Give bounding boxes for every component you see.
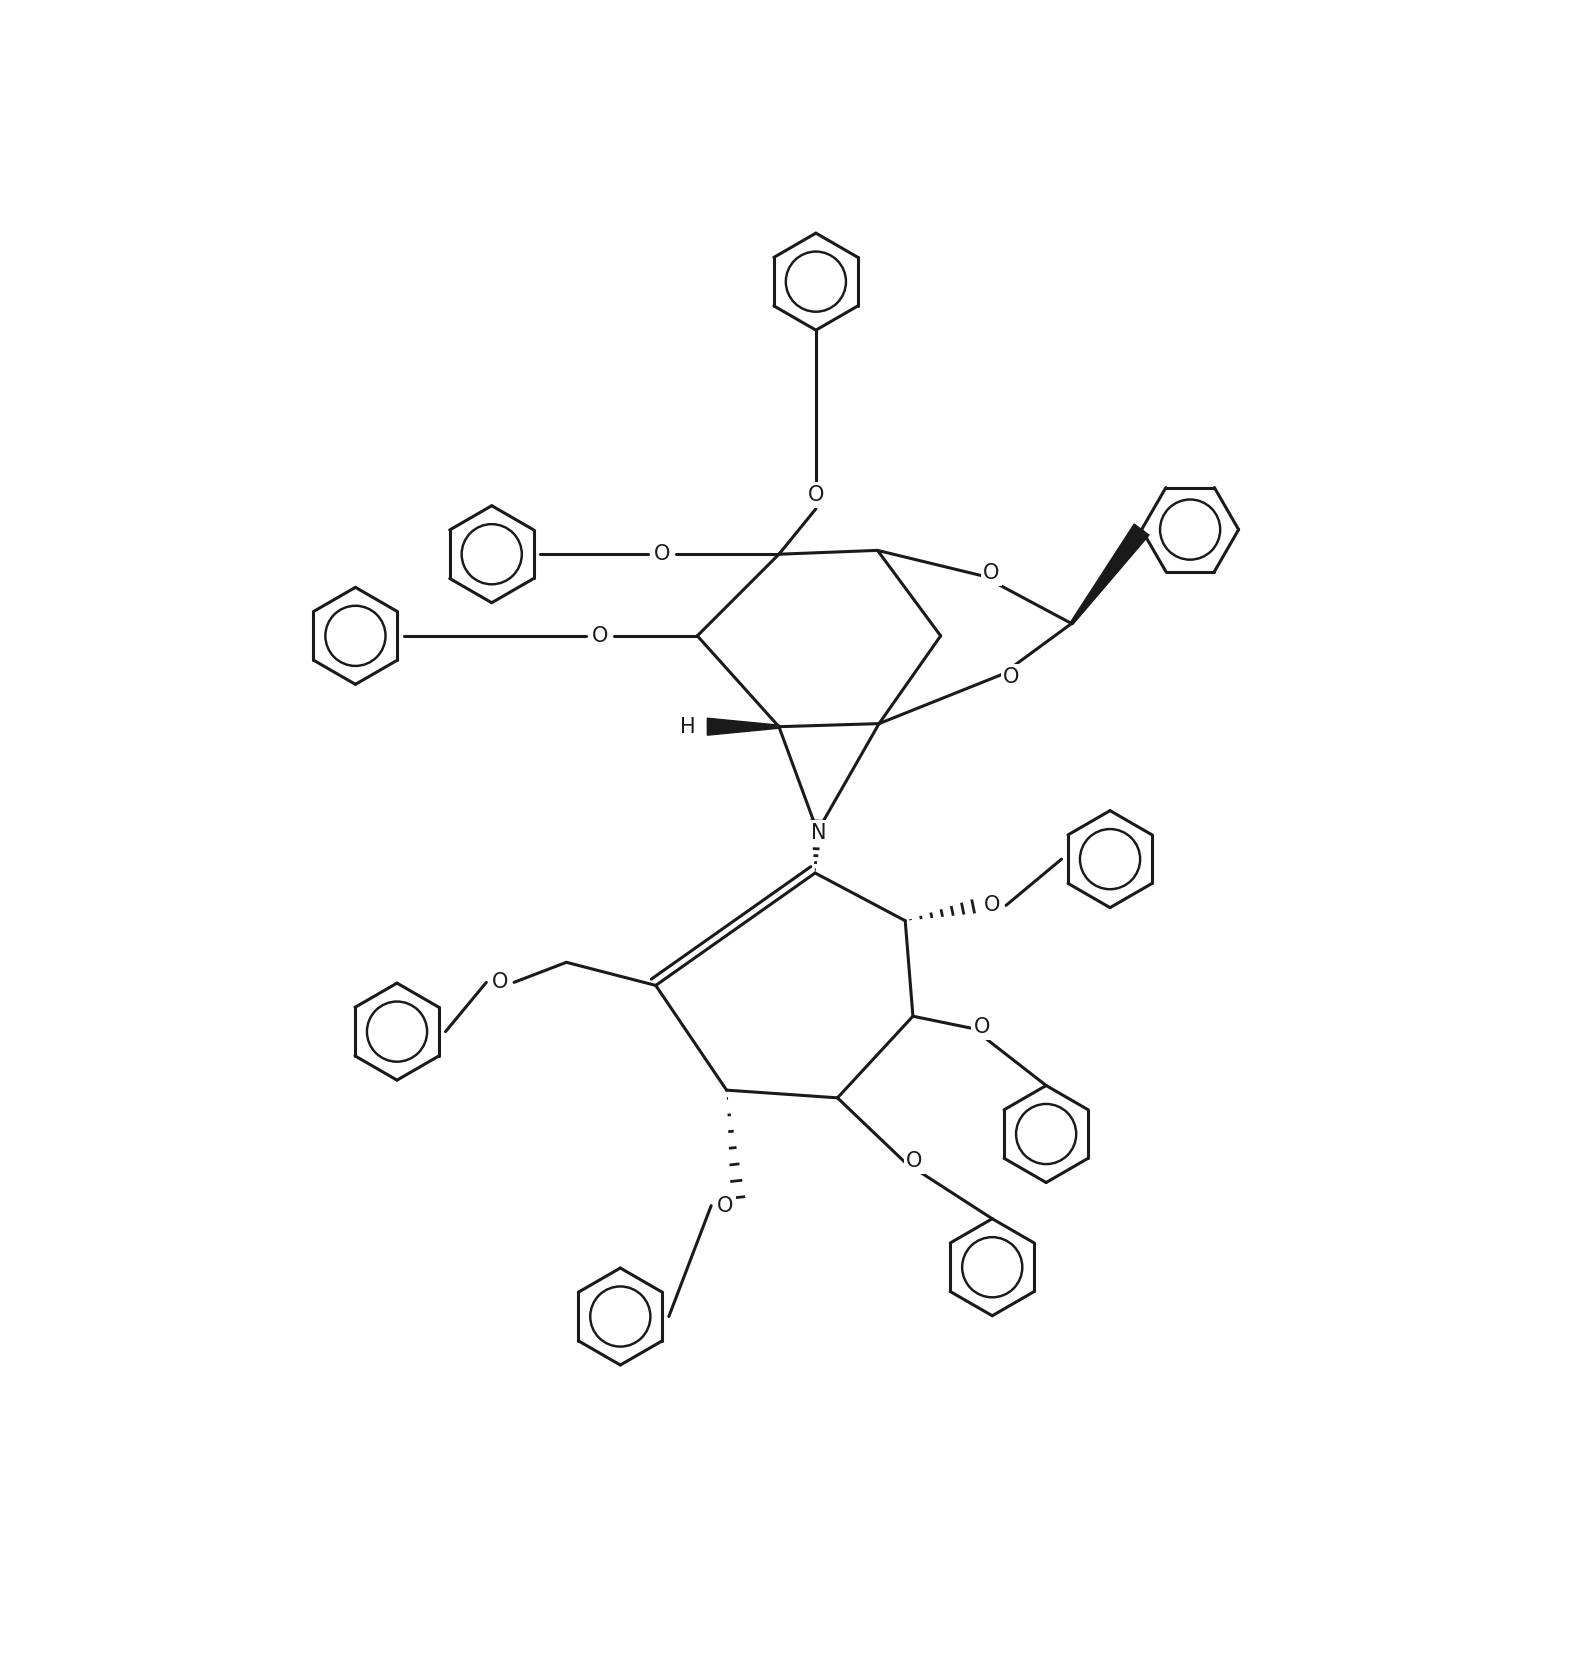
Text: O: O bbox=[984, 895, 1000, 915]
Text: O: O bbox=[974, 1017, 990, 1037]
Polygon shape bbox=[1070, 524, 1149, 625]
Text: H: H bbox=[680, 716, 696, 736]
Text: O: O bbox=[592, 625, 608, 645]
Text: O: O bbox=[906, 1151, 923, 1171]
Text: O: O bbox=[716, 1196, 734, 1216]
Text: O: O bbox=[807, 485, 825, 504]
Text: N: N bbox=[812, 824, 826, 844]
Text: O: O bbox=[492, 973, 508, 992]
Text: O: O bbox=[1003, 667, 1019, 686]
Text: O: O bbox=[654, 544, 670, 564]
Text: O: O bbox=[984, 564, 1000, 584]
Polygon shape bbox=[707, 718, 778, 734]
